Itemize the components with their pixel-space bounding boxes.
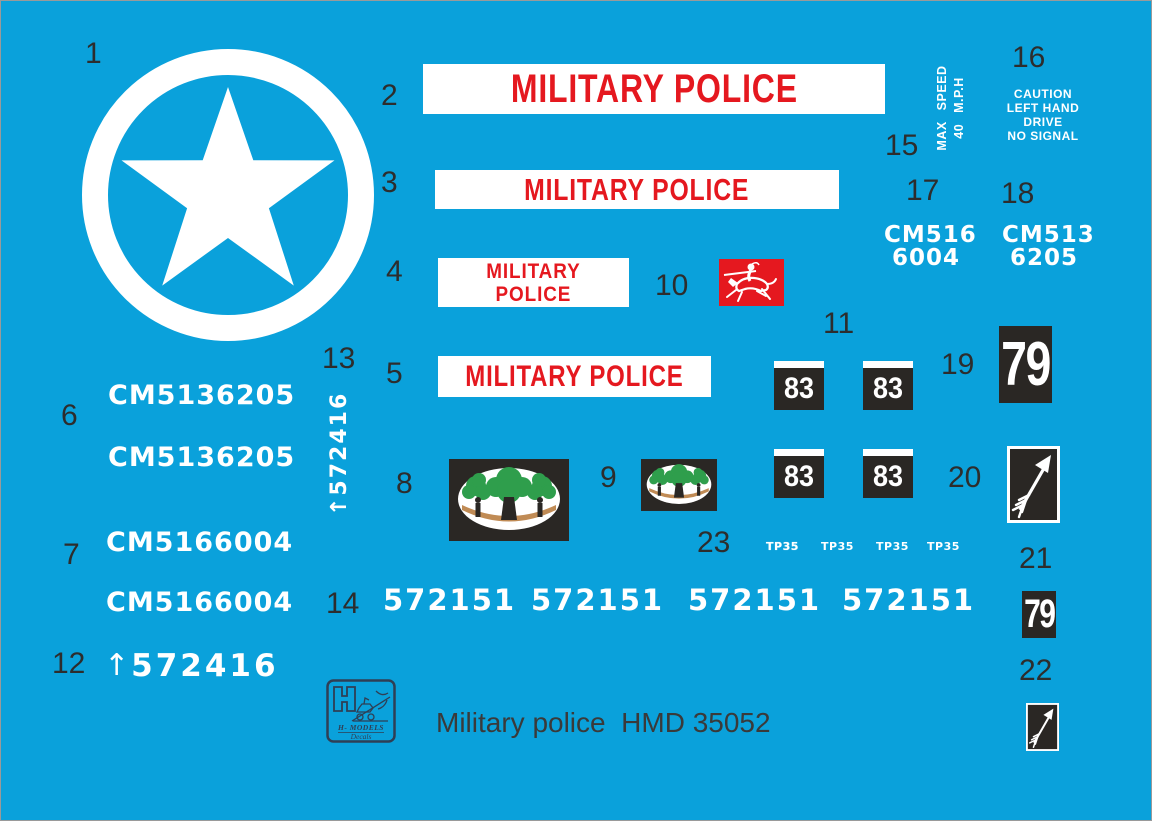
forest-emblem-large — [449, 459, 569, 541]
item-number-16: 16 — [1012, 41, 1046, 74]
bridge-plate-79-large-text: 79 — [1001, 330, 1051, 399]
reg-short-cm513-line1: CM513 — [1002, 222, 1095, 248]
forest-emblem-small — [641, 459, 717, 511]
item-number-22: 22 — [1019, 654, 1053, 687]
tp35-marking: TP35 — [766, 540, 799, 553]
item-number-11: 11 — [823, 307, 855, 340]
max-speed-line2: 40 M.P.H — [952, 77, 966, 139]
mp-banner-small-text: MILITARY POLICE — [465, 359, 684, 393]
bridge-plate-83: 83 — [863, 361, 913, 410]
tp35-marking: TP35 — [927, 540, 960, 553]
item-number-17: 17 — [906, 174, 940, 207]
item-number-8: 8 — [396, 467, 413, 500]
item-number-2: 2 — [381, 79, 398, 112]
bridge-plate-83-text: 83 — [872, 372, 904, 405]
bridge-plate-79-large: 79 — [999, 326, 1052, 403]
arrow-plate-large — [1007, 446, 1060, 523]
bridge-plate-83-text: 83 — [783, 460, 815, 493]
up-arrow-glyph-vertical: ↑ — [326, 497, 352, 516]
reg-short-cm516-line1: CM516 — [884, 222, 977, 248]
serial-572416-vertical-text: 572416 — [326, 391, 352, 496]
serial-572416-text: 572416 — [131, 648, 279, 684]
item-number-4: 4 — [386, 255, 403, 288]
serial-572416-horizontal: ↑ 572416 — [104, 651, 279, 682]
item-number-13: 13 — [322, 342, 356, 375]
item-number-9: 9 — [600, 461, 617, 494]
reg-short-cm516: CM516 6004 — [884, 222, 977, 271]
item-number-10: 10 — [655, 269, 689, 302]
item-number-5: 5 — [386, 357, 403, 390]
caution-stencil: CAUTION LEFT HAND DRIVE NO SIGNAL — [1001, 87, 1085, 143]
serial-572151: 572151 — [842, 583, 976, 617]
item-number-19: 19 — [941, 348, 975, 381]
item-number-12: 12 — [52, 647, 86, 680]
item-number-20: 20 — [948, 461, 982, 494]
arrow-plate-small — [1026, 702, 1059, 752]
mp-banner-medium-text: MILITARY POLICE — [524, 171, 750, 207]
item-number-6: 6 — [61, 399, 78, 432]
star-roundel-decal — [82, 49, 374, 341]
caution-line4: NO SIGNAL — [1007, 129, 1079, 143]
item-number-18: 18 — [1001, 177, 1035, 210]
item-number-14: 14 — [326, 587, 360, 620]
item-number-21: 21 — [1019, 542, 1053, 575]
knight-horse-icon — [723, 261, 777, 302]
max-speed-line1: MAX SPEED — [935, 65, 949, 151]
caution-line1: CAUTION — [1013, 87, 1073, 101]
item-number-1: 1 — [85, 37, 102, 70]
mp-banner-large: MILITARY POLICE — [423, 64, 885, 114]
bridge-plate-83: 83 — [774, 449, 824, 498]
max-speed-stencil: MAX SPEED 40 M.P.H — [934, 63, 972, 153]
sheet-title: Military police HMD 35052 — [436, 707, 771, 738]
mp-banner-small: MILITARY POLICE — [438, 356, 711, 397]
caution-line2: LEFT HAND — [1006, 101, 1080, 115]
h-models-logo: H- MODELS Decals — [326, 679, 396, 743]
bridge-plate-79-small: 79 — [1022, 591, 1056, 638]
item-number-7: 7 — [63, 538, 80, 571]
logo-sub-text: Decals — [350, 732, 372, 741]
bridge-plate-83: 83 — [863, 449, 913, 498]
reg-code-cm5136205-2: CM5136205 — [108, 442, 296, 473]
mp-banner-large-text: MILITARY POLICE — [510, 66, 798, 111]
logo-name-text: H- MODELS — [337, 723, 384, 732]
item-number-15: 15 — [885, 129, 919, 162]
knight-horse-decal — [719, 259, 784, 306]
plate-top-strip — [774, 449, 824, 456]
tp35-marking: TP35 — [821, 540, 854, 553]
bridge-plate-83-text: 83 — [872, 460, 904, 493]
mp-banner-two-line: MILITARY POLICE — [438, 258, 629, 307]
mp-two-line-1: MILITARY — [486, 259, 581, 283]
reg-short-cm513: CM513 6205 — [1002, 222, 1095, 271]
bridge-plate-83: 83 — [774, 361, 824, 410]
serial-572416-vertical: ↑ 572416 — [324, 376, 354, 516]
reg-short-cm513-line2: 6205 — [1009, 245, 1078, 271]
serial-572151: 572151 — [531, 583, 665, 617]
reg-code-cm5166004-2: CM5166004 — [106, 587, 294, 618]
reg-short-cm516-line2: 6004 — [891, 245, 960, 271]
bridge-plate-83-text: 83 — [783, 372, 815, 405]
serial-572151: 572151 — [688, 583, 822, 617]
mp-two-line-2: POLICE — [495, 282, 572, 306]
bridge-plate-79-small-text: 79 — [1023, 592, 1056, 636]
plate-top-strip — [774, 361, 824, 368]
plate-top-strip — [863, 449, 913, 456]
mp-banner-medium: MILITARY POLICE — [435, 170, 839, 209]
mp-banner-two-line-text: MILITARY POLICE — [486, 260, 580, 306]
reg-code-cm5136205-1: CM5136205 — [108, 380, 296, 411]
up-arrow-glyph: ↑ — [104, 648, 130, 683]
plate-top-strip — [863, 361, 913, 368]
caution-line3: DRIVE — [1023, 115, 1063, 129]
item-number-23: 23 — [697, 526, 731, 559]
reg-code-cm5166004-1: CM5166004 — [106, 527, 294, 558]
item-number-3: 3 — [381, 166, 398, 199]
tp35-marking: TP35 — [876, 540, 909, 553]
serial-572151: 572151 — [383, 583, 517, 617]
